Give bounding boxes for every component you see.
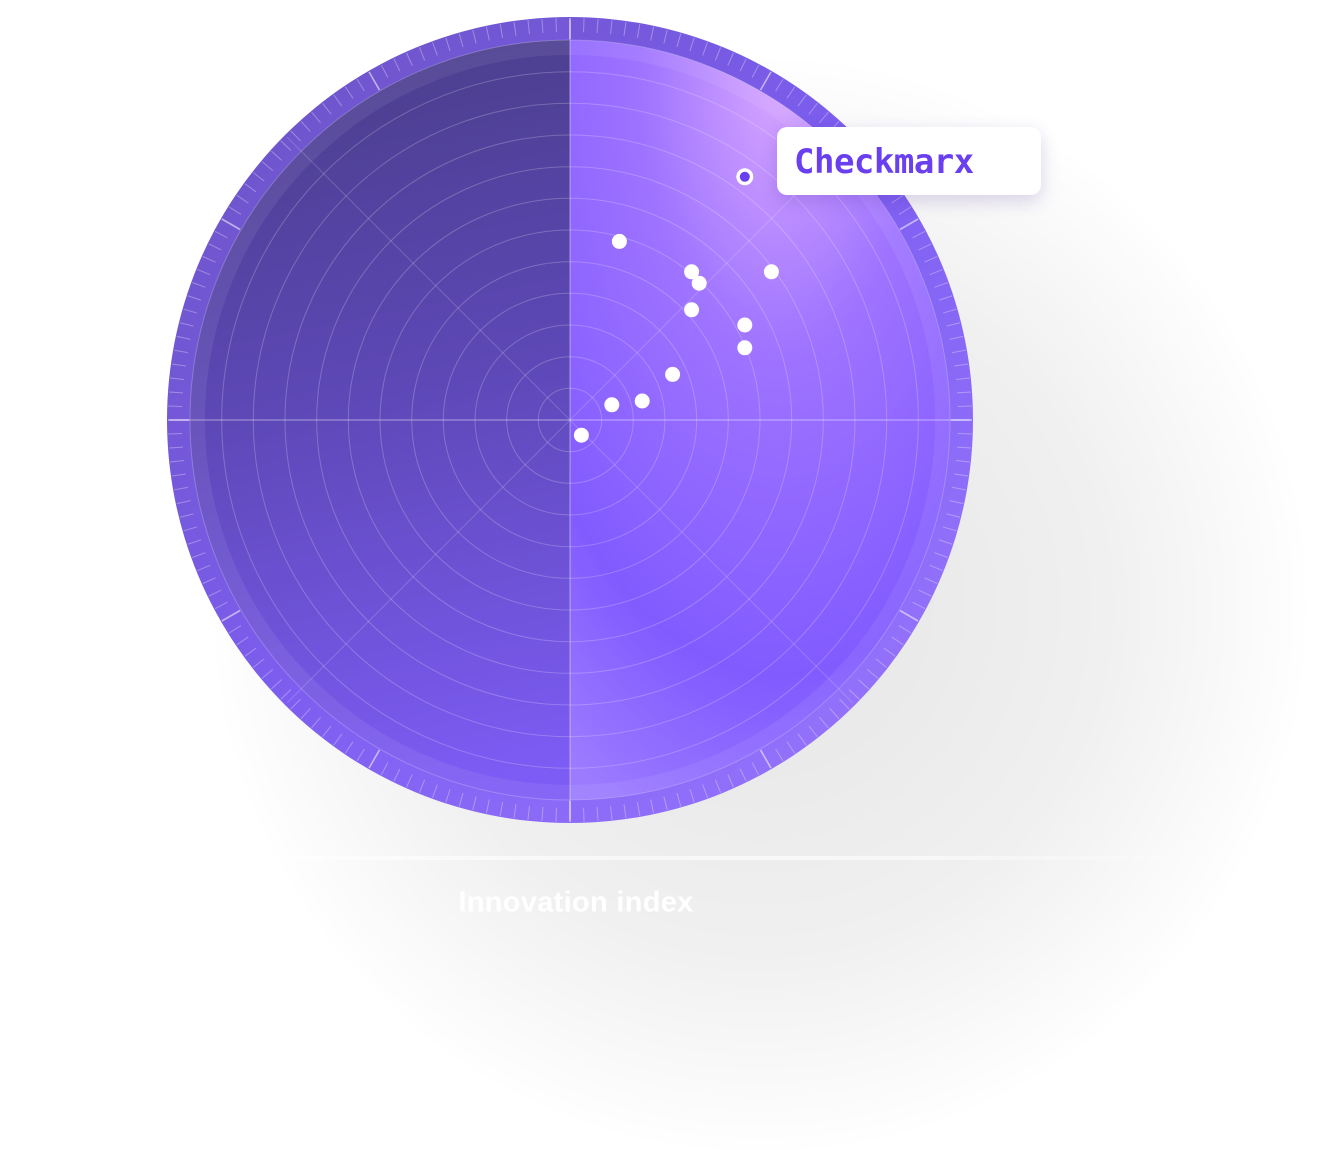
data-point xyxy=(635,394,650,409)
data-point xyxy=(692,276,707,291)
data-point xyxy=(604,397,619,412)
data-point xyxy=(612,234,627,249)
data-point xyxy=(764,264,779,279)
data-point xyxy=(684,302,699,317)
data-point xyxy=(574,428,589,443)
highlight-point-group xyxy=(736,168,753,185)
vendor-callout-label: Checkmarx xyxy=(794,142,974,182)
data-point xyxy=(737,318,752,333)
highlight-point-center xyxy=(740,172,750,182)
radar-chart xyxy=(0,0,1320,920)
data-point xyxy=(665,367,680,382)
data-point xyxy=(737,340,752,355)
